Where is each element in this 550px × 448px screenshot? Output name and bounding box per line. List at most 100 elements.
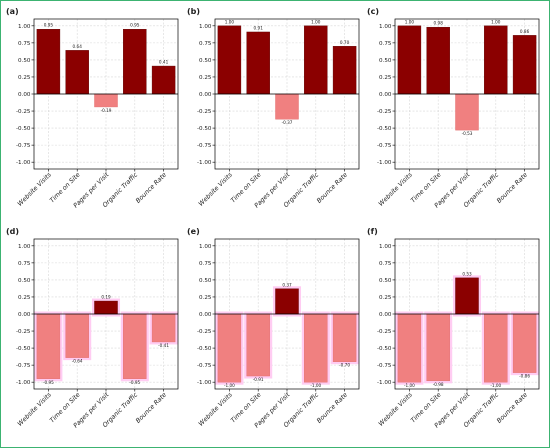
- panel-label: (b): [187, 7, 200, 16]
- category-label: Website Visits: [197, 170, 234, 207]
- y-tick-label: 0.50: [379, 278, 392, 284]
- y-tick-label: 0.25: [379, 295, 392, 301]
- y-tick-label: 0.25: [18, 75, 31, 81]
- data-label: -1.00: [224, 383, 235, 388]
- chart-panel-d: (d) 1.00 0.75 0.50 0.25 0.00 -0.25 -0.50 -0.75 -1…: [6, 227, 179, 430]
- y-tick-label: 0.25: [199, 75, 212, 81]
- data-label: 0.53: [462, 271, 472, 276]
- data-label: -1.00: [404, 383, 415, 388]
- y-tick-label: -0.50: [16, 126, 31, 132]
- bar: [36, 29, 61, 95]
- y-tick-label: 0.00: [18, 92, 31, 98]
- y-tick-label: 1.00: [379, 24, 392, 30]
- data-label: -0.95: [129, 380, 140, 385]
- bar: [217, 25, 242, 95]
- category-label: Website Visits: [377, 390, 414, 427]
- bar: [151, 65, 176, 95]
- y-tick-label: 0.00: [199, 92, 212, 98]
- category-label: Website Visits: [197, 390, 234, 427]
- category-label: Bounce Rate: [495, 391, 529, 425]
- y-tick-label: -1.00: [377, 160, 392, 166]
- y-tick-label: 0.00: [199, 312, 212, 318]
- y-tick-label: 0.75: [18, 261, 31, 267]
- y-tick-label: 0.25: [199, 295, 212, 301]
- y-tick-label: -0.50: [377, 346, 392, 352]
- y-tick-label: 0.00: [18, 312, 31, 318]
- category-label: Website Visits: [16, 390, 53, 427]
- bar: [304, 313, 328, 383]
- bar: [217, 313, 242, 383]
- y-tick-label: 1.00: [18, 244, 31, 250]
- bar: [332, 46, 357, 95]
- data-label: 0.41: [159, 60, 169, 65]
- y-tick-label: -0.75: [16, 363, 31, 369]
- y-tick-label: -0.25: [377, 329, 392, 335]
- y-tick-label: -1.00: [16, 380, 31, 386]
- data-label: -0.86: [519, 374, 530, 379]
- bar: [484, 25, 508, 95]
- y-tick-label: -0.25: [197, 329, 212, 335]
- y-tick-label: 0.75: [199, 41, 212, 47]
- bar: [397, 313, 422, 383]
- chart-panel-e: (e) 1.00 0.75 0.50 0.25 0.00 -0.25 -0.50 -0.75 -1…: [187, 227, 360, 430]
- data-label: -0.64: [72, 359, 83, 364]
- data-label: -0.53: [462, 131, 473, 136]
- bar: [455, 277, 479, 315]
- y-tick-label: 0.50: [379, 58, 392, 64]
- chart-panel-a: (a) 1.00 0.75 0.50 0.25 0.00 -0.25 -0.50 -0.75 -1…: [6, 7, 179, 210]
- chart-panel-c: (c) 1.00 0.75 0.50 0.25 0.00 -0.25 -0.50 -0.75 -1…: [367, 7, 540, 210]
- bar: [246, 313, 270, 377]
- bar: [123, 313, 147, 379]
- y-tick-label: 0.75: [18, 41, 31, 47]
- y-tick-label: 0.25: [379, 75, 392, 81]
- data-label: 0.98: [434, 21, 444, 26]
- y-tick-label: -0.25: [197, 109, 212, 115]
- chart-panel-b: (b) 1.00 0.75 0.50 0.25 0.00 -0.25 -0.50 -0.75 -1…: [187, 7, 360, 210]
- y-tick-label: 1.00: [379, 244, 392, 250]
- data-label: 1.00: [311, 19, 321, 24]
- bar: [397, 25, 422, 95]
- chart-panel-f: (f) 1.00 0.75 0.50 0.25 0.00 -0.25 -0.50 -0.75 -1…: [367, 227, 540, 430]
- bar: [332, 313, 357, 362]
- y-tick-label: -0.25: [16, 109, 31, 115]
- category-label: Bounce Rate: [315, 171, 349, 205]
- category-label: Bounce Rate: [315, 391, 349, 425]
- bar: [275, 93, 299, 120]
- bar: [484, 313, 508, 383]
- data-label: -1.00: [310, 383, 321, 388]
- y-tick-label: 0.00: [379, 312, 392, 318]
- y-tick-label: -0.50: [377, 126, 392, 132]
- panel-label: (c): [367, 7, 379, 16]
- bar: [36, 313, 61, 379]
- y-tick-label: -0.75: [197, 363, 212, 369]
- bar: [246, 31, 270, 95]
- category-label: Bounce Rate: [134, 391, 168, 425]
- data-label: -0.95: [43, 380, 54, 385]
- data-label: 0.64: [73, 44, 83, 49]
- category-label: Website Visits: [16, 170, 53, 207]
- bar: [275, 288, 299, 315]
- data-label: -0.37: [282, 120, 293, 125]
- y-tick-label: -0.50: [197, 126, 212, 132]
- data-label: 0.95: [44, 23, 54, 28]
- data-label: -0.91: [253, 377, 264, 382]
- y-tick-label: 0.25: [18, 295, 31, 301]
- bar: [65, 313, 89, 358]
- y-tick-label: 0.50: [18, 58, 31, 64]
- bar: [426, 313, 450, 382]
- panel-label: (d): [6, 227, 19, 236]
- bar: [151, 313, 176, 343]
- y-tick-label: -0.75: [377, 143, 392, 149]
- y-tick-label: 0.75: [379, 261, 392, 267]
- y-tick-label: 1.00: [199, 24, 212, 30]
- data-label: -0.98: [433, 382, 444, 387]
- category-label: Website Visits: [377, 170, 414, 207]
- data-label: -0.41: [158, 343, 169, 348]
- y-tick-label: -0.50: [16, 346, 31, 352]
- category-label: Bounce Rate: [134, 171, 168, 205]
- bar: [426, 26, 450, 95]
- data-label: 0.95: [130, 23, 140, 28]
- bar: [123, 29, 147, 95]
- bar: [512, 35, 537, 95]
